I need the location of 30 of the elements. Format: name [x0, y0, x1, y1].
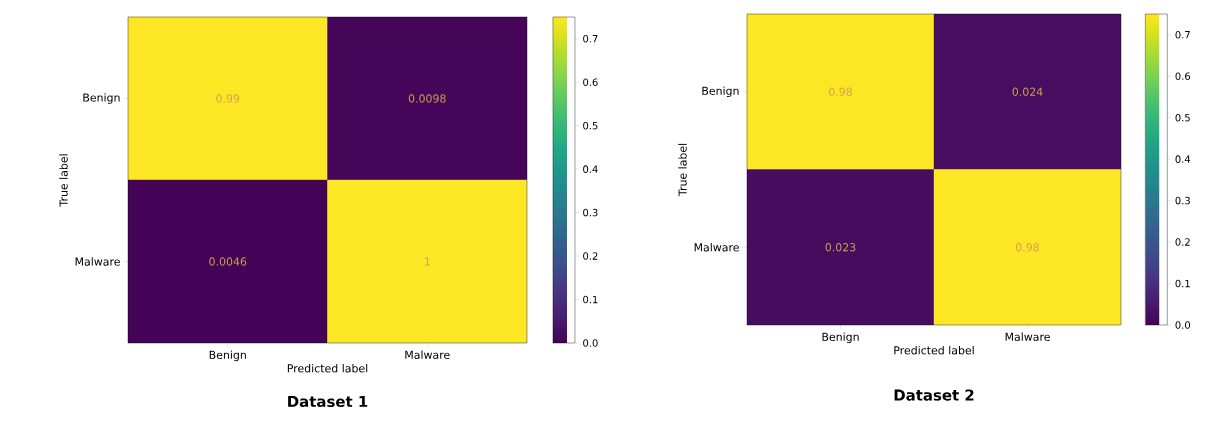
- color-bar-label: 0.7: [1175, 30, 1190, 39]
- color-bar-label: 0.2: [583, 252, 598, 260]
- color-bar-label: 0.4: [583, 165, 598, 173]
- data-label: 0.0046: [209, 257, 247, 266]
- color-bar-label: 0.5: [1175, 113, 1190, 122]
- color-bar-label: 0.1: [583, 295, 598, 304]
- color-bar-label: 0.6: [1175, 72, 1191, 80]
- text: Dataset 2: [894, 389, 974, 401]
- color-bar-label: 0.0: [1175, 321, 1191, 329]
- color-bar-label: 0.2: [1175, 238, 1190, 246]
- x-axis-title: Predicted label: [287, 363, 368, 373]
- data-label: 0.0098: [408, 94, 446, 103]
- color-bar-label: 0.1: [1175, 279, 1190, 288]
- color-bar-label: 0.3: [583, 208, 598, 217]
- text: Dataset 1: [288, 395, 368, 408]
- y-axis-title: True label: [678, 143, 687, 197]
- data-label: 1: [424, 257, 430, 266]
- x-axis-title: Predicted label: [894, 345, 974, 355]
- y-axis-title: True label: [59, 154, 68, 207]
- data-label: 0.024: [1012, 87, 1043, 96]
- color-bar-label: 0.4: [1175, 155, 1191, 163]
- color-bar-label: 0.0: [583, 339, 598, 347]
- color-bar-label: 0.6: [583, 78, 598, 86]
- data-label: 0.98: [1016, 243, 1039, 252]
- data-label: 0.98: [829, 87, 852, 96]
- color-bar-label: 0.5: [583, 121, 598, 130]
- color-bar-label: 0.3: [1175, 196, 1190, 205]
- data-label: 0.99: [216, 94, 240, 103]
- data-label: 0.023: [825, 243, 856, 252]
- color-bar-label: 0.7: [583, 34, 598, 43]
